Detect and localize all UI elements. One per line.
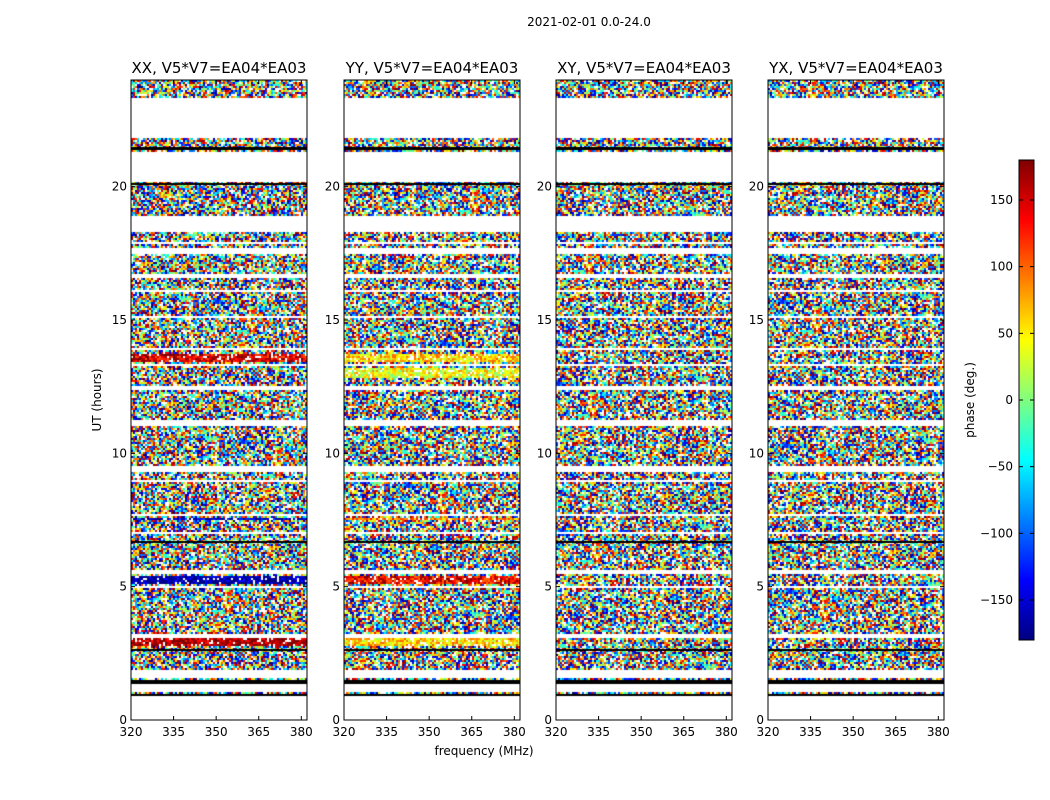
x-tick-label: 380 [715, 725, 738, 739]
colorbar-tick-label: −150 [980, 593, 1013, 607]
panel-yy: YY, V5*V7=EA04*EA03 320 335 350 365 380 0 5 10 15… [325, 59, 526, 739]
y-tick-label: 10 [112, 446, 127, 460]
y-tick-label: 0 [756, 713, 764, 727]
y-tick-label: 15 [112, 313, 127, 327]
panel-xy: XY, V5*V7=EA04*EA03 320 335 350 365 380 0 5 10 15… [537, 59, 738, 739]
colorbar-tick-label: 0 [1005, 393, 1013, 407]
y-tick-label: 20 [537, 180, 552, 194]
panel-frame [343, 79, 521, 721]
x-tick-label: 320 [545, 725, 568, 739]
panel-xx: XX, V5*V7=EA04*EA03 320 335 350 365 380 0 5 10 15… [112, 59, 313, 739]
figure-suptitle: 2021-02-01 0.0-24.0 [527, 15, 651, 29]
y-tick-label: 20 [325, 180, 340, 194]
x-tick-label: 365 [672, 725, 695, 739]
y-tick-label: 20 [112, 180, 127, 194]
y-tick-label: 5 [544, 580, 552, 594]
y-tick-label: 20 [749, 180, 764, 194]
x-tick-label: 380 [290, 725, 313, 739]
colorbar-tick-label: 100 [990, 260, 1013, 274]
y-tick-label: 0 [119, 713, 127, 727]
colorbar-ticks: −150 −100 −50 0 50 100 150 [980, 193, 1034, 607]
x-tick-label: 365 [884, 725, 907, 739]
colorbar-tick-label: 150 [990, 193, 1013, 207]
x-tick-label: 335 [799, 725, 822, 739]
y-tick-label: 10 [749, 446, 764, 460]
x-tick-label: 320 [120, 725, 143, 739]
x-tick-label: 350 [418, 725, 441, 739]
y-tick-label: 0 [332, 713, 340, 727]
x-tick-label: 320 [333, 725, 356, 739]
x-tick-label: 380 [927, 725, 950, 739]
x-tick-label: 335 [587, 725, 610, 739]
y-tick-label: 15 [537, 313, 552, 327]
x-tick-label: 365 [460, 725, 483, 739]
heatmap-image [768, 80, 944, 720]
panels: XX, V5*V7=EA04*EA03 320 335 350 365 380 0 5 10 15… [112, 59, 950, 739]
x-tick-label: 350 [630, 725, 653, 739]
y-axis-label: UT (hours) [90, 368, 104, 431]
colorbar-tick-label: −50 [988, 460, 1013, 474]
panel-frame [767, 79, 945, 721]
y-tick-label: 15 [325, 313, 340, 327]
panel-yx: YX, V5*V7=EA04*EA03 320 335 350 365 380 0 5 10 15… [749, 59, 950, 739]
y-tick-label: 5 [756, 580, 764, 594]
x-tick-label: 335 [375, 725, 398, 739]
y-tick-label: 10 [537, 446, 552, 460]
x-tick-label: 380 [503, 725, 526, 739]
y-tick-label: 0 [544, 713, 552, 727]
y-tick-label: 15 [749, 313, 764, 327]
colorbar: −150 −100 −50 0 50 100 150 phase (deg.) [963, 159, 1035, 641]
panel-title: YX, V5*V7=EA04*EA03 [768, 59, 943, 77]
x-tick-label: 350 [205, 725, 228, 739]
panel-title: YY, V5*V7=EA04*EA03 [345, 59, 519, 77]
y-tick-label: 5 [332, 580, 340, 594]
panel-title: XY, V5*V7=EA04*EA03 [557, 59, 731, 77]
colorbar-tick-label: 50 [998, 326, 1013, 340]
x-tick-label: 335 [162, 725, 185, 739]
panel-title: XX, V5*V7=EA04*EA03 [132, 59, 307, 77]
panel-frame [555, 79, 733, 721]
x-tick-label: 350 [842, 725, 865, 739]
x-tick-label: 365 [247, 725, 270, 739]
colorbar-tick-label: −100 [980, 526, 1013, 540]
panel-frame [130, 79, 308, 721]
y-tick-label: 5 [119, 580, 127, 594]
y-tick-label: 10 [325, 446, 340, 460]
colorbar-label: phase (deg.) [963, 362, 977, 438]
heatmap-image [344, 80, 520, 720]
x-axis-label: frequency (MHz) [434, 744, 533, 758]
heatmap-image [131, 80, 307, 720]
x-tick-label: 320 [757, 725, 780, 739]
heatmap-image [556, 80, 732, 720]
